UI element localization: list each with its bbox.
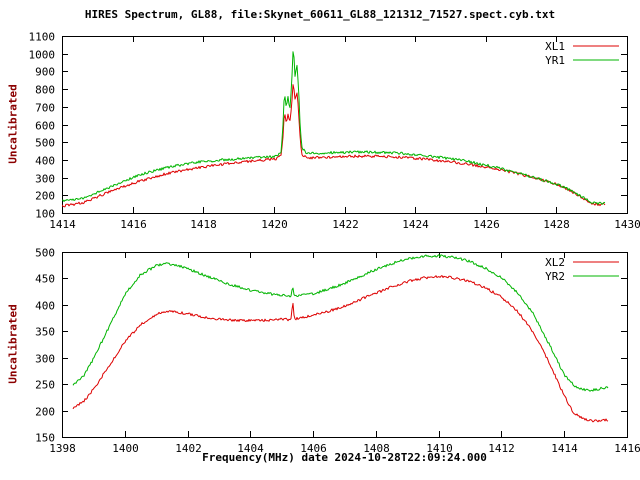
svg-text:450: 450: [35, 273, 55, 286]
svg-text:700: 700: [35, 102, 55, 115]
svg-text:1424: 1424: [402, 218, 429, 231]
svg-text:200: 200: [35, 406, 55, 419]
svg-text:1406: 1406: [300, 442, 327, 455]
svg-text:900: 900: [35, 66, 55, 79]
svg-text:1422: 1422: [332, 218, 359, 231]
svg-text:1410: 1410: [426, 442, 453, 455]
svg-text:1430: 1430: [614, 218, 640, 231]
svg-text:800: 800: [35, 84, 55, 97]
svg-text:250: 250: [35, 379, 55, 392]
svg-text:1402: 1402: [175, 442, 202, 455]
series-yr2: [72, 254, 609, 392]
svg-text:1426: 1426: [473, 218, 500, 231]
series-xl2: [72, 275, 609, 423]
legend-label-yr2: YR2: [545, 270, 565, 283]
x-axis-label: Frequency(MHz) date 2024-10-28T22:09:24.…: [202, 451, 487, 464]
legend-label-xl1: XL1: [545, 40, 565, 53]
svg-text:300: 300: [35, 173, 55, 186]
svg-text:1416: 1416: [614, 442, 640, 455]
svg-text:150: 150: [35, 432, 55, 445]
svg-text:1414: 1414: [551, 442, 578, 455]
svg-text:400: 400: [35, 300, 55, 313]
legend-label-yr1: YR1: [545, 54, 565, 67]
svg-text:500: 500: [35, 247, 55, 260]
svg-text:500: 500: [35, 137, 55, 150]
svg-text:1100: 1100: [29, 31, 56, 44]
svg-text:350: 350: [35, 326, 55, 339]
svg-text:100: 100: [35, 208, 55, 221]
svg-text:1404: 1404: [237, 442, 264, 455]
svg-text:200: 200: [35, 190, 55, 203]
svg-text:300: 300: [35, 353, 55, 366]
svg-text:1428: 1428: [543, 218, 570, 231]
svg-text:1398: 1398: [49, 442, 76, 455]
plot-title: HIRES Spectrum, GL88, file:Skynet_60611_…: [84, 8, 556, 21]
svg-text:600: 600: [35, 120, 55, 133]
svg-text:1412: 1412: [488, 442, 515, 455]
svg-text:1420: 1420: [261, 218, 288, 231]
svg-text:1414: 1414: [49, 218, 76, 231]
chart-bottom: 1398 1400 1402 1404 1406 1408 1410 1412 1414 1416…: [35, 247, 640, 456]
svg-text:1400: 1400: [112, 442, 139, 455]
svg-text:400: 400: [35, 155, 55, 168]
legend-label-xl2: XL2: [545, 256, 565, 269]
chart-top: 1414 1416 1418 1420 1422 1424 1426 1428 1430 100 2…: [29, 31, 640, 232]
series-xl1: [62, 84, 606, 208]
svg-text:1000: 1000: [29, 49, 56, 62]
svg-text:1418: 1418: [190, 218, 217, 231]
series-yr1: [62, 51, 606, 205]
svg-text:1416: 1416: [120, 218, 147, 231]
svg-text:1408: 1408: [363, 442, 390, 455]
